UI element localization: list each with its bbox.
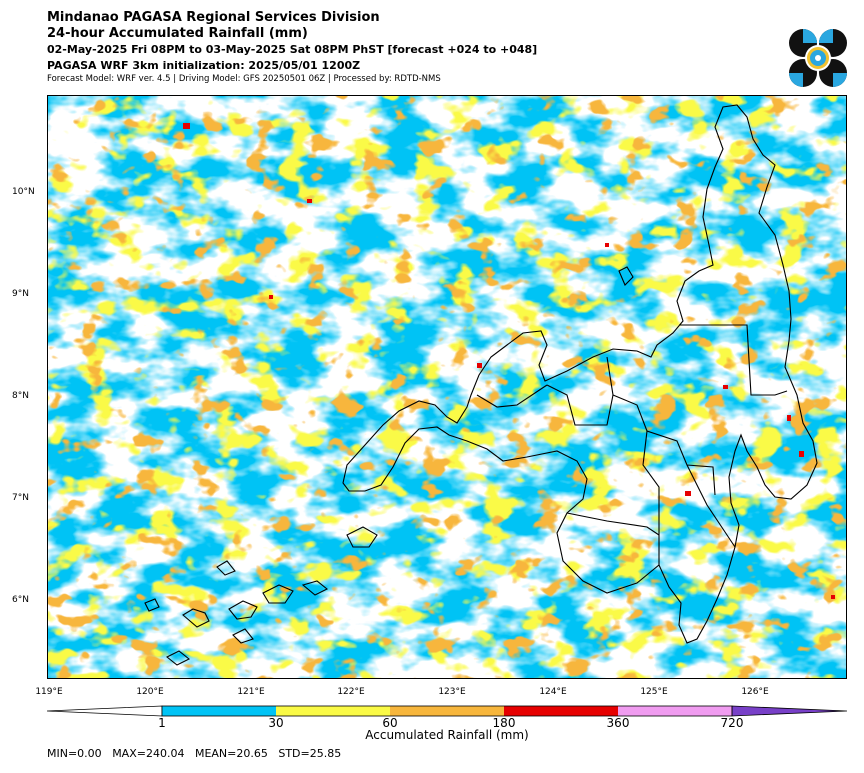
stat-min: MIN=0.00	[47, 747, 102, 760]
initialization-info: PAGASA WRF 3km initialization: 2025/05/0…	[47, 59, 361, 72]
x-tick-label: 124°E	[539, 687, 567, 697]
colorbar-over-extension	[732, 706, 847, 716]
colorbar-segment	[504, 706, 618, 716]
y-tick-label: 10°N	[12, 187, 35, 197]
statistics-line: MIN=0.00 MAX=240.04 MEAN=20.65 STD=25.85	[47, 747, 341, 760]
colorbar-tick: 720	[720, 716, 744, 730]
title-block: Mindanao PAGASA Regional Services Divisi…	[47, 10, 537, 86]
colorbar-tick: 180	[492, 716, 516, 730]
colorbar-segment	[390, 706, 504, 716]
x-tick-label: 123°E	[438, 687, 466, 697]
y-tick-label: 8°N	[12, 391, 29, 401]
region-boundaries	[476, 324, 788, 565]
map-subtitle: 24-hour Accumulated Rainfall (mm)	[47, 26, 308, 41]
stat-std: STD=25.85	[278, 747, 342, 760]
colorbar-tick: 30	[268, 716, 284, 730]
x-tick-label: 125°E	[640, 687, 668, 697]
rain-cells-intense	[183, 123, 835, 599]
x-tick-label: 126°E	[741, 687, 769, 697]
x-tick-label: 122°E	[337, 687, 365, 697]
pagasa-logo-icon	[789, 29, 847, 87]
y-tick-label: 9°N	[12, 289, 29, 299]
colorbar-tick: 360	[606, 716, 630, 730]
coastlines	[144, 104, 818, 666]
colorbar-title: Accumulated Rainfall (mm)	[365, 728, 529, 742]
stat-max: MAX=240.04	[112, 747, 185, 760]
colorbar-under-extension	[47, 705, 163, 717]
forecast-period: 02-May-2025 Fri 08PM to 03-May-2025 Sat …	[47, 43, 538, 56]
stat-mean: MEAN=20.65	[194, 747, 268, 760]
x-tick-label: 121°E	[237, 687, 265, 697]
rainfall-map	[47, 95, 847, 679]
map-title: Mindanao PAGASA Regional Services Divisi…	[47, 10, 380, 25]
colorbar-segment	[276, 706, 390, 716]
colorbar	[47, 705, 847, 717]
colorbar-segment	[618, 706, 732, 716]
x-tick-label: 120°E	[136, 687, 164, 697]
y-tick-label: 6°N	[12, 595, 29, 605]
x-tick-label: 119°E	[35, 687, 63, 697]
colorbar-segment	[162, 706, 276, 716]
y-tick-label: 7°N	[12, 493, 29, 503]
rain-band-heavy	[47, 95, 847, 679]
model-info: Forecast Model: WRF ver. 4.5 | Driving M…	[47, 74, 441, 84]
colorbar-tick: 1	[158, 716, 166, 730]
colorbar-tick: 60	[382, 716, 398, 730]
